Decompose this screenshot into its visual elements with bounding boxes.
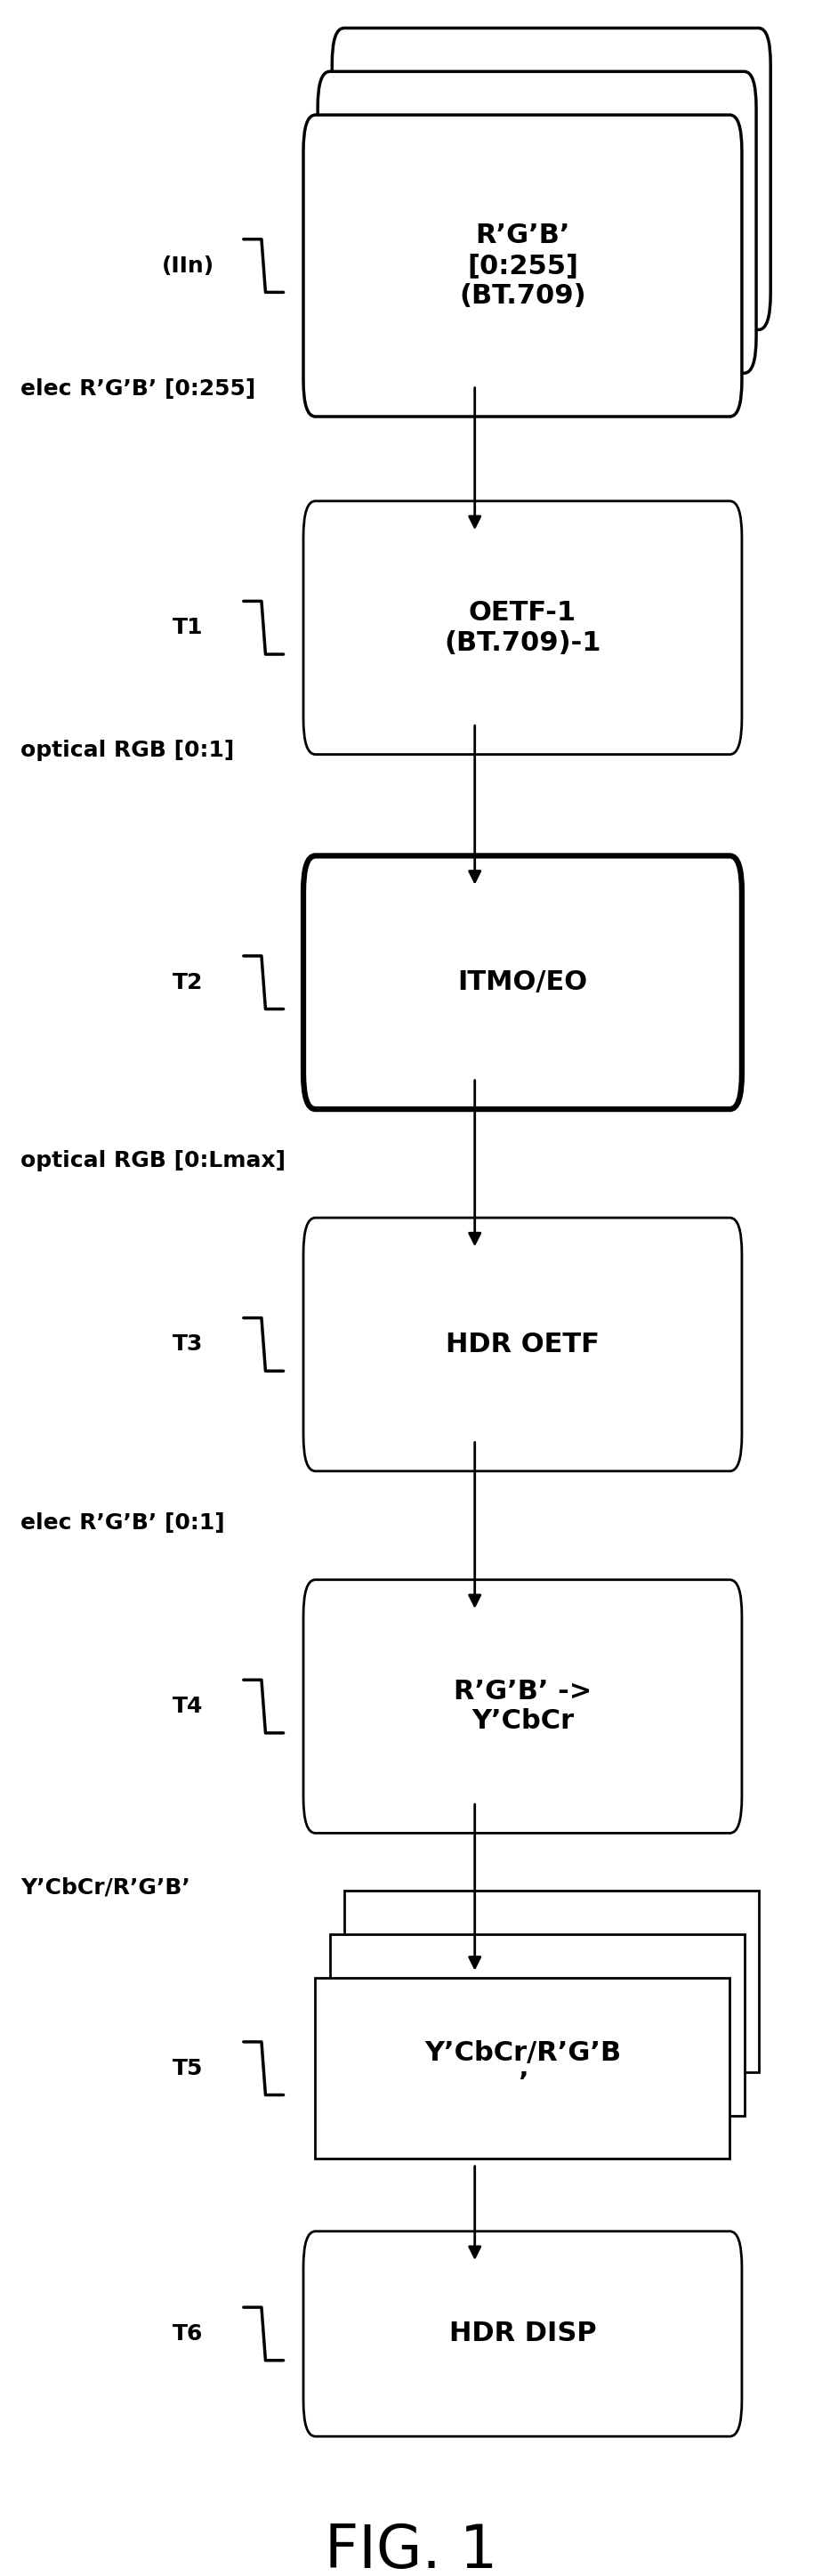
FancyBboxPatch shape <box>316 1978 730 2159</box>
FancyBboxPatch shape <box>330 1935 744 2115</box>
Text: R’G’B’
[0:255]
(BT.709): R’G’B’ [0:255] (BT.709) <box>459 224 586 309</box>
Text: HDR OETF: HDR OETF <box>446 1332 599 1358</box>
FancyBboxPatch shape <box>303 502 742 755</box>
Text: Y’CbCr/R’G’B’: Y’CbCr/R’G’B’ <box>21 1878 190 1899</box>
FancyBboxPatch shape <box>344 1891 759 2071</box>
FancyBboxPatch shape <box>318 72 756 374</box>
Text: T5: T5 <box>173 2058 203 2079</box>
Text: FIG. 1: FIG. 1 <box>325 2522 497 2576</box>
FancyBboxPatch shape <box>303 1579 742 1834</box>
Text: elec R’G’B’ [0:255]: elec R’G’B’ [0:255] <box>21 379 256 399</box>
Text: T4: T4 <box>173 1695 203 1718</box>
Text: OETF-1
(BT.709)-1: OETF-1 (BT.709)-1 <box>444 600 601 654</box>
Text: T1: T1 <box>173 618 203 639</box>
FancyBboxPatch shape <box>332 28 770 330</box>
Text: T2: T2 <box>173 971 203 994</box>
Text: optical RGB [0:Lmax]: optical RGB [0:Lmax] <box>21 1151 285 1172</box>
Text: elec R’G’B’ [0:1]: elec R’G’B’ [0:1] <box>21 1512 224 1533</box>
Text: optical RGB [0:1]: optical RGB [0:1] <box>21 739 234 762</box>
Text: Y’CbCr/R’G’B
’: Y’CbCr/R’G’B ’ <box>424 2040 621 2097</box>
FancyBboxPatch shape <box>303 855 742 1110</box>
Text: HDR DISP: HDR DISP <box>449 2321 596 2347</box>
FancyBboxPatch shape <box>303 2231 742 2437</box>
Text: ITMO/EO: ITMO/EO <box>458 969 588 994</box>
Text: T6: T6 <box>173 2324 203 2344</box>
Text: (IIn): (IIn) <box>161 255 214 276</box>
Text: T3: T3 <box>173 1334 203 1355</box>
FancyBboxPatch shape <box>303 1218 742 1471</box>
Text: R’G’B’ ->
Y’CbCr: R’G’B’ -> Y’CbCr <box>454 1680 592 1734</box>
FancyBboxPatch shape <box>303 116 742 417</box>
